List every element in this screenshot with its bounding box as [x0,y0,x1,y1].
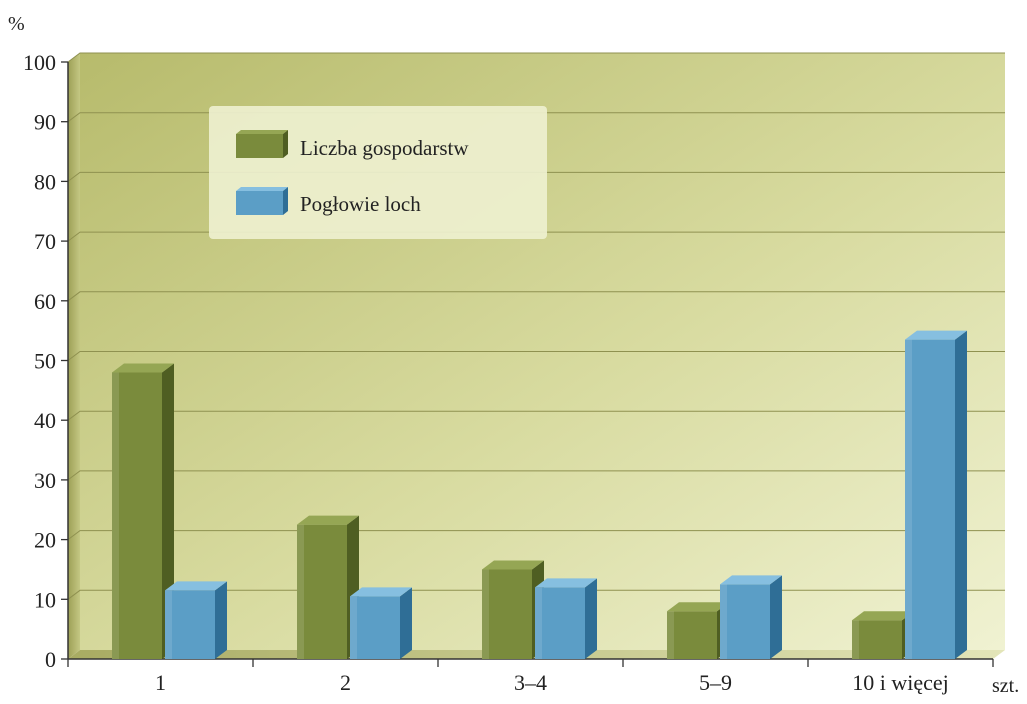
y-tick-label: 70 [34,229,56,254]
bar-front-face [667,611,717,659]
bar-highlight [112,372,119,659]
bar-side-face [400,587,412,659]
y-tick-label: 100 [23,50,56,75]
bar-side-face [585,578,597,659]
y-tick-label: 0 [45,647,56,672]
bar-highlight [535,587,542,659]
bar-top-face [350,587,412,597]
axes: 0 10 20 30 40 50 60 70 80 90 100 1 2 3–4 5–9 10 i więce… [23,50,994,695]
bar-front-face [297,524,347,659]
bar-top-face [535,578,597,588]
bar-top-face [905,330,967,340]
bar-top-face [852,611,914,621]
legend-swatch-liczba-gospodarstw [236,130,288,158]
y-tick-label: 20 [34,528,56,553]
bar-top-face [297,515,359,525]
gridline [67,231,1005,242]
bar [350,587,412,659]
gridline [67,470,1005,481]
bars [112,330,967,659]
bar [852,611,914,659]
legend-label-liczba-gospodarstw: Liczba gospodarstw [300,136,469,160]
bar-highlight [720,584,727,659]
y-tick-label: 30 [34,468,56,493]
bar-highlight [852,620,859,659]
y-tick-label: 90 [34,110,56,135]
bar-side-face [770,575,782,659]
bar [535,578,597,659]
y-tick-label: 50 [34,349,56,374]
bar-top-face [112,363,174,373]
bar-highlight [482,569,489,659]
legend-swatch-poglowie-loch [236,187,288,215]
x-tick-label: 5–9 [699,670,732,695]
bar-front-face [112,372,162,659]
bar-top-face [165,581,227,591]
gridlines [67,52,1005,600]
y-axis-label: % [8,13,25,35]
bar-front-face [905,339,955,659]
bar-front-face [852,620,902,659]
bar-top-face [482,560,544,570]
gridline [67,530,1005,540]
gridline [67,351,1005,361]
x-tick-label: 3–4 [514,670,547,695]
bar [482,560,544,659]
gridline [67,410,1005,421]
gridline [67,171,1005,182]
legend: Liczba gospodarstw Pogłowie loch [209,106,547,239]
x-axis-label: szt. [992,675,1019,697]
bar [667,602,729,659]
bar [112,363,174,659]
bar-side-face [215,581,227,659]
bar [165,581,227,659]
x-tick-label: 10 i więcej [852,670,949,695]
legend-box [209,106,547,239]
y-tick-label: 60 [34,289,56,314]
bar-highlight [905,339,912,659]
bar-front-face [535,587,585,659]
y-tick-label: 10 [34,587,56,612]
bar-highlight [165,590,172,659]
bar-side-face [162,363,174,659]
bar-front-face [720,584,770,659]
x-tick-label: 1 [155,670,166,695]
bar [720,575,782,659]
gridline [67,52,1005,63]
bar-side-face [955,330,967,659]
bar [905,330,967,659]
gridline [67,112,1005,123]
bar-front-face [350,596,400,659]
bar [297,515,359,659]
bar-highlight [667,611,674,659]
x-tick-label: 2 [340,670,351,695]
bar-front-face [165,590,215,659]
bar-top-face [720,575,782,585]
legend-label-poglowie-loch: Pogłowie loch [300,192,421,216]
y-tick-label: 80 [34,169,56,194]
bar-highlight [350,596,357,659]
y-tick-label: 40 [34,408,56,433]
bar-front-face [482,569,532,659]
bar-highlight [297,524,304,659]
bar-top-face [667,602,729,612]
gridline [67,589,1005,600]
gridline [67,291,1005,302]
